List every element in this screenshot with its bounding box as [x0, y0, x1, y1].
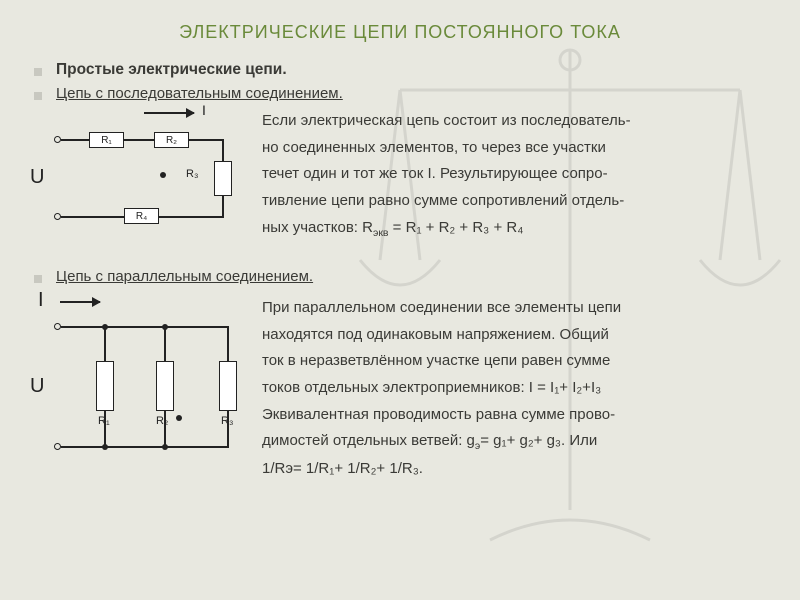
diagram-series: I R₁ R₂ R₃ R₄ U [34, 108, 254, 258]
page-title: ЭЛЕКТРИЧЕСКИЕ ЦЕПИ ПОСТОЯННОГО ТОКА [34, 22, 766, 43]
heading-series: Цепь с последовательным соединением. [56, 85, 343, 102]
bullet-icon [34, 275, 42, 283]
bullet-icon [34, 92, 42, 100]
label-u: U [30, 166, 44, 189]
parallel-text: При параллельном соединении все элементы… [254, 295, 766, 483]
resistor-r1: R₁ [89, 132, 124, 148]
heading-parallel: Цепь с параллельным соединением. [56, 268, 313, 285]
bullet-heading-2: Цепь с последовательным соединением. [34, 85, 766, 102]
bullet-heading-1: Простые электрические цепи. [34, 61, 766, 79]
terminal-top [54, 136, 61, 143]
label-i: I [202, 102, 206, 118]
terminal-bottom-p [54, 443, 61, 450]
label-p-r2: R₂ [156, 415, 168, 427]
terminal-top-p [54, 323, 61, 330]
series-text: Если электрическая цепь состоит из после… [254, 108, 766, 258]
current-arrow [144, 112, 194, 114]
terminal-bottom [54, 213, 61, 220]
resistor-p-r2 [156, 361, 174, 411]
resistor-p-r1 [96, 361, 114, 411]
bullet-icon [34, 68, 42, 76]
section-series: I R₁ R₂ R₃ R₄ U [34, 108, 766, 258]
resistor-r3 [214, 161, 232, 196]
label-p-r1: R₁ [98, 415, 110, 427]
label-r3: R₃ [186, 168, 198, 180]
label-u-p: U [30, 375, 44, 398]
diagram-parallel: I R₁ R₂ [34, 295, 254, 475]
label-i-p: I [38, 289, 44, 312]
resistor-r4: R₄ [124, 208, 159, 224]
bullet-heading-3: Цепь с параллельным соединением. [34, 268, 766, 285]
resistor-r2: R₂ [154, 132, 189, 148]
section-parallel: I R₁ R₂ [34, 295, 766, 483]
current-arrow-p [60, 301, 100, 303]
heading-simple-circuits: Простые электрические цепи. [56, 61, 287, 79]
resistor-p-r3 [219, 361, 237, 411]
label-p-r3: R₃ [221, 415, 233, 427]
